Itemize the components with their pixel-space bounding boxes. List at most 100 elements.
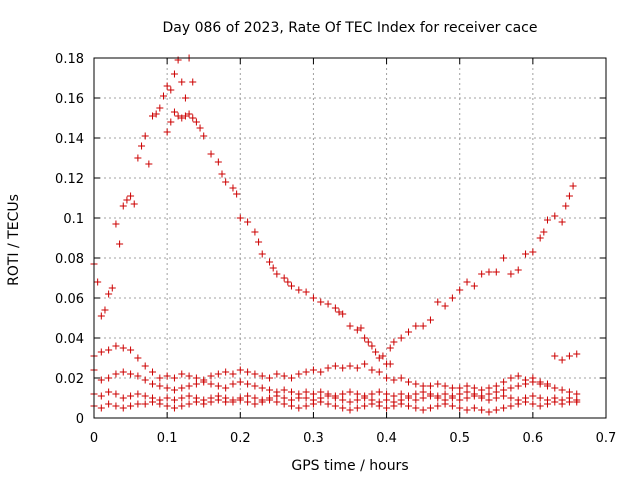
data-point-arc-descending (258, 250, 266, 258)
data-point-band-lower (383, 396, 391, 404)
data-point-band-floor (244, 398, 252, 406)
data-point-band-middle (368, 390, 376, 398)
data-point-band-lower (251, 394, 259, 402)
data-point-band-lower (112, 390, 120, 398)
data-point-band-upper (419, 382, 427, 390)
data-point-band-floor (500, 404, 508, 412)
data-point-arc-rising (441, 302, 449, 310)
data-point-band-upper (470, 384, 478, 392)
data-point-arc-descending (185, 110, 193, 118)
data-point-band-upper (565, 352, 573, 360)
data-point-band-middle (485, 390, 493, 398)
data-point-band-floor (280, 400, 288, 408)
data-point-band-floor (287, 402, 295, 410)
data-point-arc-descending (189, 114, 197, 122)
data-point-band-middle (529, 378, 537, 386)
data-point-arc-rising (562, 202, 570, 210)
data-point-arc-rising (540, 228, 548, 236)
data-point-arc-high (181, 94, 189, 102)
data-point-band-middle (97, 376, 105, 384)
data-point-arc-rising (470, 282, 478, 290)
data-point-band-floor (456, 404, 464, 412)
data-point-band-upper (214, 370, 222, 378)
data-point-band-upper (507, 374, 515, 382)
data-point-arc-high (108, 284, 116, 292)
data-point-band-upper (127, 346, 135, 354)
data-point-arc-high (156, 104, 164, 112)
data-point-arc-descending (269, 264, 277, 272)
data-point-band-middle (170, 386, 178, 394)
data-point-band-middle (353, 390, 361, 398)
data-point-band-middle (383, 390, 391, 398)
data-point-band-lower (536, 394, 544, 402)
data-point-band-upper (309, 366, 317, 374)
data-point-band-upper (273, 370, 281, 378)
data-point-band-floor (375, 402, 383, 410)
data-point-arc-high (97, 312, 105, 320)
y-tick-label: 0 (76, 412, 84, 427)
data-point-band-lower (324, 392, 332, 400)
data-point-band-middle (536, 380, 544, 388)
data-point-arc-descending (222, 178, 230, 186)
data-point-arc-descending (174, 112, 182, 120)
data-point-band-middle (251, 382, 259, 390)
data-point-band-lower (141, 392, 149, 400)
data-point-arc-high (112, 220, 120, 228)
y-tick-label: 0.08 (55, 252, 84, 267)
data-point-band-upper (412, 380, 420, 388)
data-point-band-floor (170, 404, 178, 412)
data-point-band-floor (251, 400, 259, 408)
data-point-band-floor (558, 400, 566, 408)
data-point-band-floor (105, 400, 113, 408)
data-point-band-upper (134, 354, 142, 362)
data-point-band-lower (405, 394, 413, 402)
data-point-band-floor (229, 398, 237, 406)
data-point-arc-descending (295, 286, 303, 294)
data-point-band-floor (492, 406, 500, 414)
data-point-arc-high (123, 196, 131, 204)
data-point-arc-descending (346, 322, 354, 330)
data-point-arc-descending (331, 304, 339, 312)
data-point-band-floor (543, 400, 551, 408)
data-point-arc-descending (229, 184, 237, 192)
data-point-arc-high (141, 132, 149, 140)
data-point-arc-rising (543, 216, 551, 224)
data-point-band-lower (456, 396, 464, 404)
data-point-band-upper (156, 374, 164, 382)
data-point-band-floor (258, 398, 266, 406)
data-point-arc-high (159, 92, 167, 100)
data-point-band-middle (507, 384, 515, 392)
data-point-band-upper (163, 372, 171, 380)
data-point-band-floor (551, 398, 559, 406)
data-point-arc-descending (233, 190, 241, 198)
data-point-band-lower (295, 394, 303, 402)
y-tick-label: 0.16 (55, 92, 84, 107)
data-point-band-middle (412, 390, 420, 398)
data-point-arc-high (130, 200, 138, 208)
data-point-band-floor (309, 400, 317, 408)
data-point-band-floor (522, 398, 530, 406)
data-point-band-floor (368, 400, 376, 408)
data-point-band-floor (149, 398, 157, 406)
data-point-arc-rising (500, 254, 508, 262)
data-point-arc-rising (405, 328, 413, 336)
data-point-band-upper (266, 374, 274, 382)
data-point-band-middle (156, 382, 164, 390)
data-point-arc-descending (218, 170, 226, 178)
data-point-band-floor (163, 402, 171, 410)
data-point-arc-descending (335, 308, 343, 316)
data-point-arc-high (116, 240, 124, 248)
data-point-band-floor (426, 404, 434, 412)
data-point-band-middle (397, 390, 405, 398)
data-point-band-middle (222, 384, 230, 392)
data-point-band-middle (522, 380, 530, 388)
data-point-arc-descending (163, 128, 171, 136)
data-point-band-middle (163, 384, 171, 392)
data-point-band-lower (507, 394, 515, 402)
axis-ticks: 0 0.1 0.2 0.3 0.4 0.5 0.6 0.7 0 0.02 0.04 0.06 0.08 0… (55, 52, 616, 446)
data-point-band-upper (441, 382, 449, 390)
data-point-band-upper (375, 368, 383, 376)
data-point-arc-descending (375, 354, 383, 362)
data-point-band-upper (383, 374, 391, 382)
data-point-band-upper (434, 380, 442, 388)
